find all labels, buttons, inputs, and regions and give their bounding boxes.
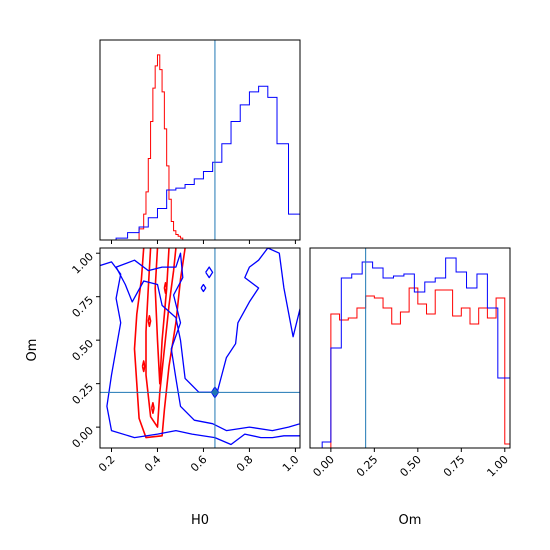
h0-hist-blue [100,85,300,240]
h0-marginal-panel [99,39,301,244]
contour-red [163,282,168,294]
contour-red [150,402,155,414]
joint-y-tick-label: 0.25 [70,381,97,408]
joint-x-tick-label: 0.6 [188,453,210,475]
joint-x-axis-title: H0 [191,513,209,528]
joint-x-tick-label: 1.0 [280,453,302,475]
h0-om-joint-panel: 0.2 0.4 0.6 0.8 1.0 0.00 0.25 0.50 0.75 1.00 [70,247,302,475]
joint-y-axis-title: Om [25,339,40,362]
joint-frame [99,247,301,449]
om-x-tick-label: 0.25 [354,453,381,480]
om-hist-red [310,287,510,448]
joint-y-tick-label: 0.50 [70,337,97,364]
joint-x-tick-label: 0.4 [142,453,164,475]
h0-hist-red [100,54,186,240]
joint-truth-marker [211,389,218,396]
contour-red [145,248,177,428]
joint-x-tick-label: 0.8 [234,453,256,475]
om-x-tick-label: 0.50 [397,453,424,480]
joint-y-tick-label: 0.00 [70,424,97,451]
joint-y-tick-label: 1.00 [70,250,97,277]
om-marginal-panel: 0.00 0.25 0.50 0.75 1.00 [309,247,511,480]
contour-blue [115,248,300,432]
om-x-axis-title: Om [399,513,422,528]
contour-blue [200,283,207,293]
h0-frame [99,39,301,241]
contour-blue [205,266,214,279]
joint-x-tick-label: 0.2 [96,453,118,475]
om-hist-blue [310,257,510,448]
om-x-tick-label: 0.00 [310,453,337,480]
contour-red [133,248,186,439]
contour-blue [100,261,300,446]
joint-y-tick-label: 0.75 [70,294,97,321]
contour-red [147,315,152,328]
contour-red [141,360,146,373]
om-x-tick-label: 0.75 [441,453,468,480]
om-x-tick-label: 1.00 [484,453,511,480]
om-frame [309,247,511,449]
